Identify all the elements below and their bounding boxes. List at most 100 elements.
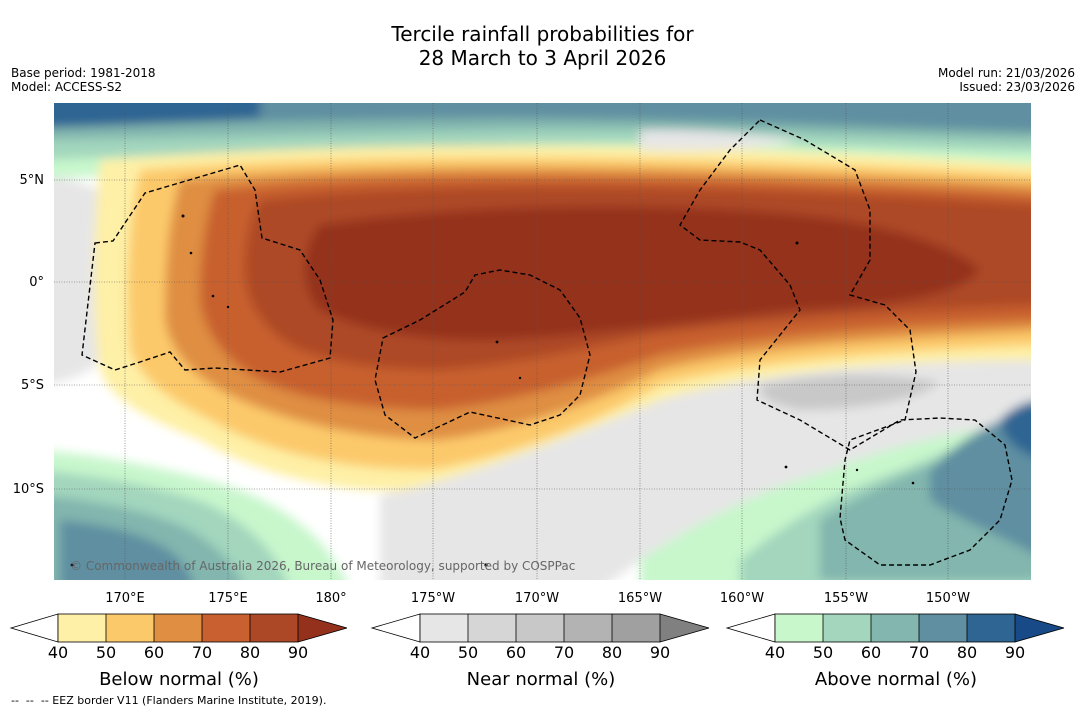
colorbar-above: 40 50 60 70 80 90 Above normal (%) <box>725 613 1065 690</box>
base-period: Base period: 1981-2018 <box>11 66 156 80</box>
colorbar-above-tick-80: 80 <box>957 643 977 662</box>
colorbar-above-frame <box>774 613 1016 643</box>
colorbar-above-swatch-40 <box>775 614 823 642</box>
colorbar-above-swatch-80 <box>967 614 1015 642</box>
colorbar-above-tick-50: 50 <box>813 643 833 662</box>
colorbar-below-swatch-40 <box>58 614 106 642</box>
colorbar-above-title: Above normal (%) <box>815 669 977 690</box>
above-south-east-dark <box>1000 401 1031 456</box>
below-90 <box>305 206 980 341</box>
colorbar-near-tick-60: 60 <box>506 643 526 662</box>
colorbar-near-max-arrow <box>660 614 709 642</box>
map-title: Tercile rainfall probabilities for 28 Ma… <box>0 22 1085 70</box>
lon-label-180: 180° <box>315 591 346 606</box>
latitude-labels: 5°N 0° 5°S 10°S <box>13 173 44 497</box>
lon-label-170e: 170°E <box>105 591 145 606</box>
colorbar-below-swatch-80 <box>250 614 298 642</box>
colorbar-above-tick-40: 40 <box>765 643 785 662</box>
above-south-east-blue <box>930 409 1031 553</box>
island-dot <box>495 340 499 344</box>
issued-date: Issued: 23/03/2026 <box>959 80 1075 94</box>
island-dot <box>211 294 215 298</box>
colorbar-below-tick-50: 50 <box>96 643 116 662</box>
colorbar-below-tick-70: 70 <box>192 643 212 662</box>
island-dot <box>795 241 799 245</box>
island-dot <box>70 563 74 567</box>
colorbar-above-tick-90: 90 <box>1005 643 1025 662</box>
above-south-west-blue <box>60 520 193 580</box>
eez-legend-footnote: -- -- -- EEZ border V11 (Flanders Marine… <box>11 694 327 707</box>
colorbar-near-swatch-60 <box>516 614 564 642</box>
colorbar-below-swatch-50 <box>106 614 154 642</box>
above-north-dark <box>54 103 260 128</box>
eez-kiribati-phoenix <box>374 269 591 439</box>
colorbar-near: 40 50 60 70 80 90 Near normal (%) <box>370 613 710 690</box>
colorbar-below-tick-80: 80 <box>240 643 260 662</box>
lat-label-10s: 10°S <box>13 482 44 497</box>
colorbar-near-swatch-40 <box>420 614 468 642</box>
island-dot <box>484 563 488 567</box>
colorbar-near-swatch-70 <box>564 614 612 642</box>
longitude-labels: 170°E 175°E 180° 175°W 170°W 165°W 160°W… <box>105 591 970 606</box>
island-dots <box>70 214 915 567</box>
colorbar-below-swatch-70 <box>202 614 250 642</box>
colorbar-above-min-arrow <box>725 613 776 643</box>
model-name: Model: ACCESS-S2 <box>11 80 123 94</box>
eez-borders <box>81 119 1013 566</box>
lon-label-160w: 160°W <box>720 591 764 606</box>
island-dot <box>518 376 522 380</box>
colorbar-near-tick-40: 40 <box>410 643 430 662</box>
near-north-band <box>640 129 800 151</box>
colorbar-below: 40 50 60 70 80 90 Below normal (%) <box>9 613 348 690</box>
lon-label-150w: 150°W <box>926 591 970 606</box>
island-dot <box>784 465 788 469</box>
colorbar-below-frame <box>57 613 299 643</box>
lon-label-175w: 175°W <box>411 591 455 606</box>
colorbar-above-tick-60: 60 <box>861 643 881 662</box>
lon-label-165w: 165°W <box>618 591 662 606</box>
eez-kiribati-gilbert <box>81 164 334 373</box>
lon-label-155w: 155°W <box>824 591 868 606</box>
colorbar-near-tick-80: 80 <box>602 643 622 662</box>
colorbar-near-tick-50: 50 <box>458 643 478 662</box>
colorbar-below-tick-90: 90 <box>288 643 308 662</box>
lat-label-5n: 5°N <box>20 173 45 188</box>
eez-kiribati-line <box>679 119 1013 566</box>
near-south-dark <box>759 374 940 410</box>
colorbar-above-tick-70: 70 <box>909 643 929 662</box>
colorbar-near-min-arrow <box>370 613 421 643</box>
colorbar-above-max-arrow <box>1015 614 1064 642</box>
island-dot <box>855 468 859 472</box>
model-run: Model run: 21/03/2026 <box>937 66 1075 80</box>
colorbar-below-title: Below normal (%) <box>99 669 259 690</box>
colorbar-near-swatch-80 <box>612 614 660 642</box>
colorbar-above-swatch-50 <box>823 614 871 642</box>
island-dot <box>189 251 193 255</box>
colorbar-below-min-arrow <box>9 613 59 643</box>
lon-label-175e: 175°E <box>208 591 248 606</box>
island-dot <box>226 305 230 309</box>
lat-label-0: 0° <box>29 275 44 290</box>
colorbar-near-swatch-50 <box>468 614 516 642</box>
title-line-1: Tercile rainfall probabilities for <box>391 22 694 46</box>
copyright-notice: © Commonwealth of Australia 2026, Bureau… <box>70 559 575 573</box>
colorbar-below-max-arrow <box>298 614 347 642</box>
title-line-2: 28 March to 3 April 2026 <box>418 46 667 70</box>
island-dot <box>911 481 915 485</box>
probability-field: © Commonwealth of Australia 2026, Bureau… <box>54 103 1031 580</box>
meta-right: Model run: 21/03/2026 Issued: 23/03/2026 <box>938 66 1075 94</box>
lon-label-170w: 170°W <box>515 591 559 606</box>
colorbar-above-swatch-70 <box>919 614 967 642</box>
colorbar-below-swatch-60 <box>154 614 202 642</box>
above-north-blue <box>54 103 1031 132</box>
colorbar-near-frame <box>419 613 661 643</box>
colorbar-near-tick-70: 70 <box>554 643 574 662</box>
colorbar-below-tick-40: 40 <box>48 643 68 662</box>
colorbar-near-tick-90: 90 <box>650 643 670 662</box>
near-south-grey <box>380 360 1031 580</box>
colorbar-below-tick-60: 60 <box>144 643 164 662</box>
island-dot <box>181 214 185 218</box>
colorbar-near-title: Near normal (%) <box>467 669 616 690</box>
colorbar-above-swatch-60 <box>871 614 919 642</box>
